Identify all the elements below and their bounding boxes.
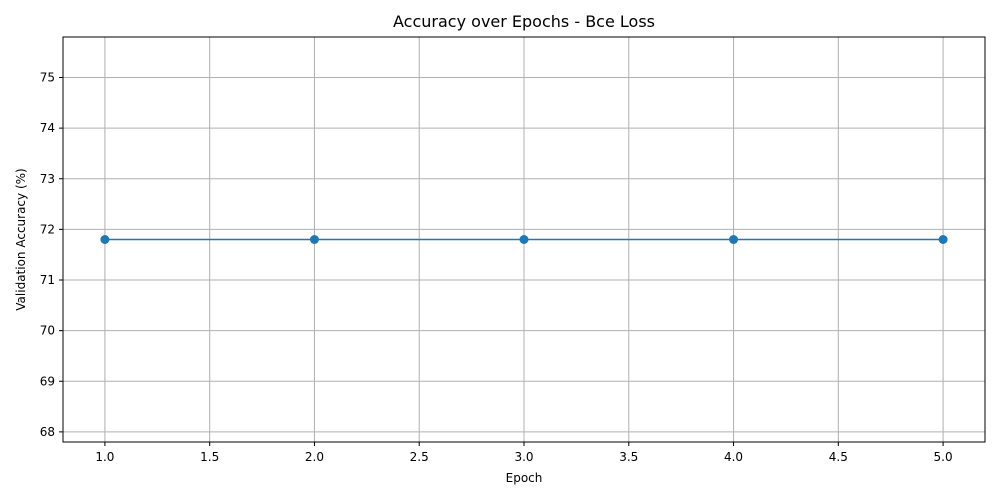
y-axis-label: Validation Accuracy (%) bbox=[14, 168, 28, 310]
y-tick-label: 74 bbox=[40, 121, 55, 135]
x-tick-label: 4.5 bbox=[829, 450, 848, 464]
x-tick-label: 1.5 bbox=[200, 450, 219, 464]
data-point bbox=[729, 235, 739, 244]
y-axis-ticks: 68 69 70 71 72 73 74 75 bbox=[40, 71, 63, 439]
series-layer bbox=[100, 235, 948, 244]
y-tick-label: 72 bbox=[40, 222, 55, 236]
x-tick-label: 4.0 bbox=[724, 450, 743, 464]
y-tick-label: 71 bbox=[40, 273, 55, 287]
grid-lines bbox=[63, 37, 985, 442]
y-tick-label: 69 bbox=[40, 374, 55, 388]
y-tick-label: 75 bbox=[40, 71, 55, 85]
data-point bbox=[100, 235, 110, 244]
x-tick-label: 5.0 bbox=[934, 450, 953, 464]
y-tick-label: 70 bbox=[40, 324, 55, 338]
x-tick-label: 1.0 bbox=[95, 450, 114, 464]
y-tick-label: 73 bbox=[40, 172, 55, 186]
x-tick-label: 3.0 bbox=[514, 450, 533, 464]
data-point bbox=[938, 235, 948, 244]
x-tick-label: 3.5 bbox=[619, 450, 638, 464]
data-point bbox=[309, 235, 319, 244]
y-tick-label: 68 bbox=[40, 425, 55, 439]
chart-title: Accuracy over Epochs - Bce Loss bbox=[393, 12, 655, 31]
x-axis-label: Epoch bbox=[506, 471, 543, 485]
data-point bbox=[519, 235, 529, 244]
x-tick-label: 2.5 bbox=[410, 450, 429, 464]
x-tick-label: 2.0 bbox=[305, 450, 324, 464]
x-axis-ticks: 1.0 1.5 2.0 2.5 3.0 3.5 4.0 4.5 5.0 bbox=[95, 442, 953, 464]
